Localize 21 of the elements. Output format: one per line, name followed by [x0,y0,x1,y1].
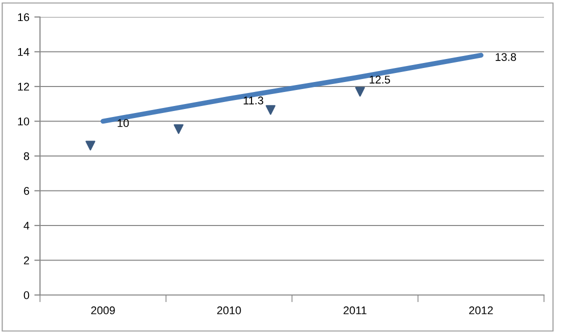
data-label: 13.8 [496,53,516,61]
point [266,105,276,115]
y-tick-label: 10 [18,118,30,126]
x-tick-label: 2009 [91,306,115,314]
y-tick-label: 4 [24,222,30,230]
point [355,86,365,97]
y-tick-label: 16 [18,13,30,22]
point [86,140,96,150]
x-tick-label: 2010 [217,306,241,314]
data-label: 12.5 [370,76,390,84]
data-label: 10 [118,119,129,128]
y-tick-label: 0 [24,291,30,300]
x-tick-label: 2012 [469,306,493,314]
point [174,124,184,134]
y-tick-label: 6 [24,187,30,195]
x-tick-label: 2011 [344,306,366,314]
y-tick-label: 8 [24,152,30,160]
y-tick-label: 12 [18,82,30,91]
data-label: 11.3 [244,96,264,104]
y-tick-label: 2 [24,256,30,264]
y-tick-label: 14 [18,48,30,56]
